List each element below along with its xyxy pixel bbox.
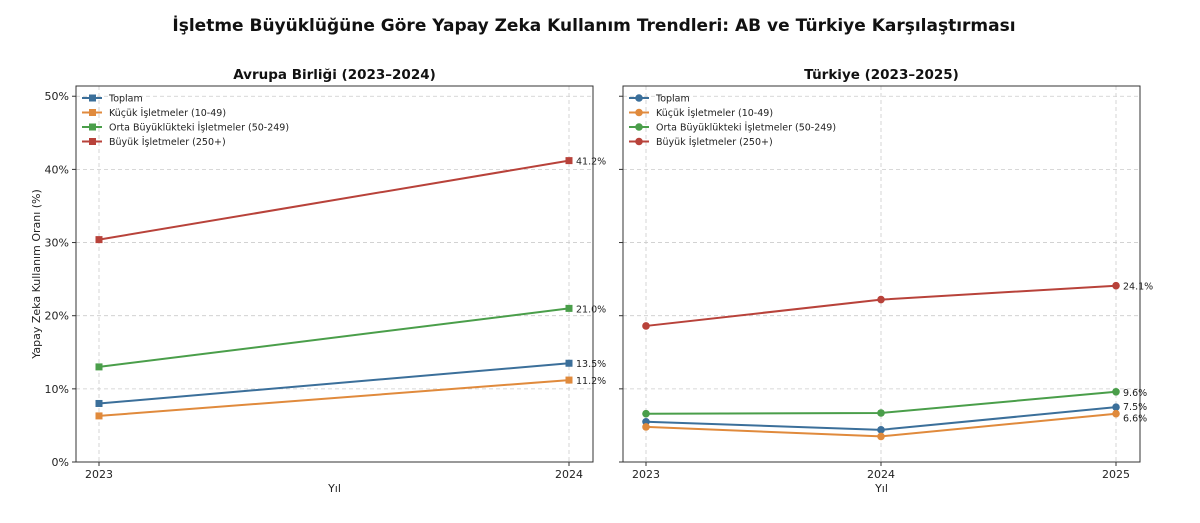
data-point-marker: [565, 157, 573, 165]
data-point-marker: [642, 423, 650, 431]
subplot-eu: 0% 10% 20% 30% 40% 50% 2023 2024 Avrupa Birliği …: [30, 67, 606, 495]
legend-label: Toplam: [655, 94, 690, 105]
value-annotation: 6.6%: [1123, 414, 1147, 425]
legend-marker: [635, 137, 643, 146]
series-line: [98, 379, 570, 417]
plot-frame: [622, 85, 1141, 463]
data-point-marker: [877, 409, 885, 417]
data-point-marker: [95, 363, 103, 371]
data-point-marker: [95, 399, 103, 407]
data-point-marker: [1112, 387, 1120, 396]
y-axis-label: Yapay Zeka Kullanım Oranı (%): [30, 189, 43, 360]
subplot-title: Avrupa Birliği (2023–2024): [233, 67, 436, 83]
legend-marker: [89, 138, 96, 145]
data-point-marker: [1112, 409, 1120, 418]
x-axis-label: Yıl: [327, 482, 341, 495]
data-point-marker: [877, 295, 885, 304]
series-line: [98, 362, 570, 405]
data-point-marker: [877, 432, 885, 441]
legend-label: Orta Büyüklükteki İşletmeler (50-249): [656, 123, 836, 134]
figure-title: İşletme Büyüklüğüne Göre Yapay Zeka Kull…: [172, 16, 1016, 36]
data-point-marker: [95, 236, 103, 244]
legend: Toplam Küçük İşletmeler (10-49) Orta Büyük…: [629, 94, 836, 148]
legend-label: Toplam: [108, 94, 143, 105]
legend-marker: [89, 109, 96, 116]
value-annotation: 9.6%: [1123, 388, 1147, 399]
data-point-marker: [565, 376, 573, 384]
value-annotation: 24.1%: [1123, 282, 1153, 293]
value-annotation: 7.5%: [1123, 402, 1147, 413]
legend-marker: [635, 108, 643, 117]
y-tick-label: 0%: [52, 456, 69, 469]
subplot-title: Türkiye (2023–2025): [804, 67, 959, 83]
x-axis-label: Yıl: [874, 482, 888, 495]
y-tick-label: 30%: [45, 237, 69, 250]
legend-label: Orta Büyüklükteki İşletmeler (50-249): [109, 123, 289, 134]
legend-label: Küçük İşletmeler (10-49): [109, 108, 226, 119]
y-tick-label: 20%: [45, 310, 69, 323]
x-tick-label: 2023: [632, 468, 660, 481]
legend-marker: [635, 123, 643, 131]
legend-marker: [89, 94, 96, 102]
x-tick-label: 2023: [85, 468, 113, 481]
value-annotation: 11.2%: [576, 376, 606, 387]
legend-marker: [89, 123, 96, 131]
legend: Toplam Küçük İşletmeler (10-49) Orta Büyük…: [82, 94, 289, 148]
y-tick-label: 40%: [45, 163, 69, 176]
y-tick-label: 50%: [45, 90, 69, 103]
data-point-marker: [565, 359, 573, 367]
data-point-marker: [565, 304, 573, 312]
legend-label: Büyük İşletmeler (250+): [656, 137, 773, 148]
x-tick-label: 2025: [1102, 468, 1130, 481]
series-line: [98, 159, 570, 241]
data-point-marker: [642, 409, 650, 418]
x-tick-label: 2024: [867, 468, 895, 481]
value-annotation: 13.5%: [576, 359, 606, 370]
x-tick-label: 2024: [555, 468, 583, 481]
value-annotation: 41.2%: [576, 157, 606, 168]
value-annotation: 21.0%: [576, 304, 606, 315]
plot-frame: [75, 85, 594, 463]
data-point-marker: [95, 412, 103, 420]
data-point-marker: [1112, 403, 1120, 411]
legend-label: Küçük İşletmeler (10-49): [656, 108, 773, 119]
y-tick-label: 10%: [45, 383, 69, 396]
legend-marker: [635, 94, 643, 102]
legend-label: Büyük İşletmeler (250+): [109, 137, 226, 148]
subplot-turkey: 2023 2024 2025 Türkiye (2023–2025) Yıl 24.1% 9…: [619, 67, 1153, 495]
series-line: [98, 307, 570, 368]
data-point-marker: [642, 322, 650, 330]
data-point-marker: [877, 426, 885, 434]
data-point-marker: [1112, 281, 1120, 290]
